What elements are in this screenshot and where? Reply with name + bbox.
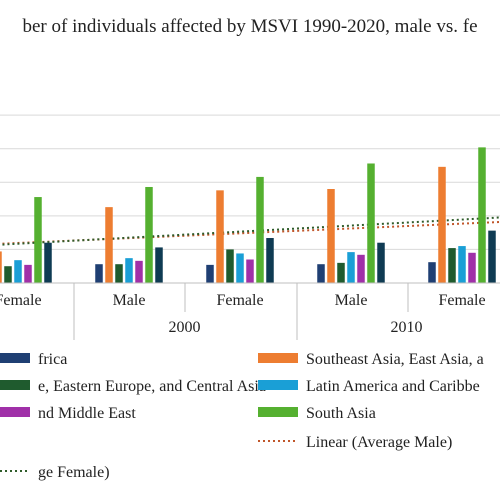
legend-label: ge Female) — [38, 464, 110, 481]
bars — [0, 147, 496, 283]
bar — [44, 242, 52, 283]
bar — [468, 252, 476, 283]
trendline — [0, 220, 500, 245]
bar — [145, 186, 153, 283]
bar — [327, 189, 335, 283]
category-label: Female — [438, 292, 485, 309]
gridlines — [0, 114, 500, 250]
bar — [34, 197, 42, 283]
category-label: Male — [335, 292, 368, 309]
legend-swatch — [258, 380, 298, 390]
legend-label: frica — [38, 351, 67, 368]
bar — [115, 264, 123, 283]
category-label: Female — [216, 292, 263, 309]
bar — [266, 238, 274, 283]
trendlines — [0, 216, 500, 246]
legend-label: Linear (Average Male) — [306, 434, 452, 451]
category-label: Female — [0, 292, 42, 309]
legend-label: Latin America and Caribbe — [306, 378, 480, 395]
bar — [216, 190, 224, 283]
bar — [14, 260, 22, 283]
legend-label: nd Middle East — [38, 405, 136, 422]
legend-label: South Asia — [306, 405, 376, 422]
bar — [458, 246, 466, 283]
bar — [135, 260, 143, 283]
bar — [448, 248, 456, 283]
bar — [478, 147, 486, 283]
legend-label: Southeast Asia, East Asia, a — [306, 351, 484, 368]
group-label: 2010 — [391, 319, 423, 336]
bar — [206, 264, 214, 283]
legend-swatch — [0, 353, 30, 363]
category-label: Male — [113, 292, 146, 309]
x-axis: Female Male Female Male Female 2000 2010 — [0, 282, 500, 340]
bar — [155, 247, 163, 283]
bar — [125, 258, 133, 283]
bar — [438, 166, 446, 283]
bar — [317, 264, 325, 283]
legend-swatch — [0, 380, 30, 390]
legend-label: e, Eastern Europe, and Central Asia — [38, 378, 266, 395]
bar — [4, 266, 12, 283]
chart-title: ber of individuals affected by MSVI 1990… — [22, 16, 477, 37]
bar — [236, 253, 244, 283]
bar — [105, 207, 113, 283]
bar — [428, 262, 436, 283]
bar — [377, 242, 385, 283]
bar — [0, 251, 2, 283]
bar — [367, 163, 375, 283]
bar — [337, 262, 345, 283]
bar — [488, 230, 496, 283]
bar — [226, 249, 234, 283]
legend-swatch — [0, 407, 30, 417]
bar — [357, 254, 365, 283]
legend-swatch — [258, 353, 298, 363]
bar — [347, 252, 355, 283]
group-label: 2000 — [169, 319, 201, 336]
legend: frica Southeast Asia, East Asia, a e, East… — [0, 351, 484, 481]
bar — [95, 264, 103, 283]
bar — [246, 259, 254, 283]
trendline — [0, 216, 500, 246]
bar — [256, 176, 264, 283]
legend-swatch — [258, 407, 298, 417]
bar — [24, 264, 32, 283]
